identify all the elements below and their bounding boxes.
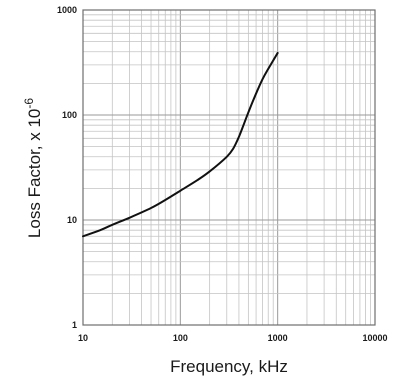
grid xyxy=(82,10,375,326)
x-tick-label: 10 xyxy=(78,333,88,343)
x-tick-label: 100 xyxy=(173,333,188,343)
y-axis-title: Loss Factor, x 10-6 xyxy=(22,98,44,238)
y-tick-label: 1 xyxy=(72,320,77,330)
x-axis-title: Frequency, kHz xyxy=(170,357,288,376)
loss-factor-line xyxy=(82,51,279,238)
series-layer xyxy=(82,51,279,238)
y-tick-labels: 1 10 100 1000 xyxy=(57,5,77,330)
y-axis-title-main: Loss Factor, x 10 xyxy=(25,109,44,238)
y-tick-label: 100 xyxy=(62,110,77,120)
x-tick-labels: 10 100 1000 10000 xyxy=(78,333,388,343)
x-tick-label: 10000 xyxy=(362,333,387,343)
plot-frame xyxy=(82,9,376,326)
x-tick-label: 1000 xyxy=(268,333,288,343)
y-tick-label: 1000 xyxy=(57,5,77,15)
y-axis-title-exponent: -6 xyxy=(22,98,36,109)
y-tick-label: 10 xyxy=(67,215,77,225)
